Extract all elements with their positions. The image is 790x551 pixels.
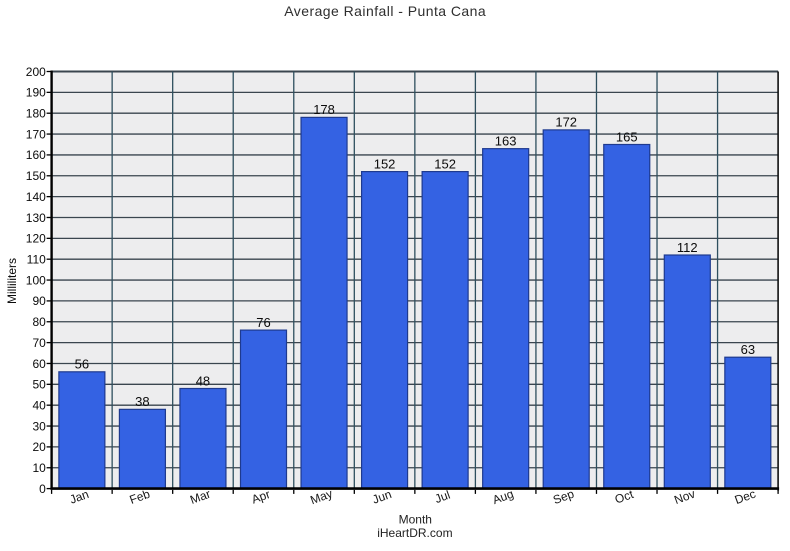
svg-text:30: 30 [32,419,46,433]
svg-text:180: 180 [26,107,46,121]
svg-text:130: 130 [26,211,46,225]
svg-text:170: 170 [26,127,46,141]
svg-text:200: 200 [26,65,46,79]
svg-text:20: 20 [32,440,46,454]
svg-text:Feb: Feb [128,487,153,507]
svg-text:172: 172 [555,115,577,130]
svg-text:63: 63 [741,342,755,357]
svg-text:40: 40 [32,398,46,412]
svg-text:110: 110 [27,253,46,267]
svg-text:Month: Month [399,512,432,526]
svg-text:90: 90 [32,294,46,308]
svg-text:Jul: Jul [433,488,452,506]
svg-text:0: 0 [39,482,46,496]
svg-text:76: 76 [256,315,270,330]
svg-text:165: 165 [616,129,638,144]
svg-text:Average Rainfall - Punta Cana: Average Rainfall - Punta Cana [284,3,486,19]
svg-text:Jun: Jun [370,487,393,507]
svg-text:Milliliters: Milliliters [5,258,19,304]
svg-text:160: 160 [26,148,46,162]
svg-text:100: 100 [26,273,46,287]
svg-text:Oct: Oct [613,487,636,507]
svg-text:50: 50 [32,378,46,392]
svg-text:190: 190 [26,86,46,100]
svg-text:10: 10 [32,461,46,475]
svg-text:48: 48 [196,373,210,388]
svg-text:150: 150 [26,169,46,183]
svg-text:112: 112 [677,240,698,255]
svg-text:Sep: Sep [551,487,576,508]
svg-text:iHeartDR.com: iHeartDR.com [377,526,452,540]
svg-text:152: 152 [434,156,456,171]
svg-text:178: 178 [313,102,335,117]
svg-text:120: 120 [26,232,46,246]
svg-text:60: 60 [32,357,46,371]
svg-text:Apr: Apr [250,487,272,507]
svg-text:163: 163 [495,133,517,148]
svg-text:Aug: Aug [491,487,516,507]
svg-text:70: 70 [32,336,46,350]
svg-text:38: 38 [135,394,149,409]
svg-text:Mar: Mar [188,487,212,507]
svg-text:Jan: Jan [68,487,91,507]
svg-text:Dec: Dec [733,487,758,507]
svg-text:56: 56 [75,357,89,372]
svg-text:Nov: Nov [672,487,697,507]
svg-text:152: 152 [374,156,396,171]
svg-text:140: 140 [26,190,46,204]
svg-text:80: 80 [32,315,46,329]
